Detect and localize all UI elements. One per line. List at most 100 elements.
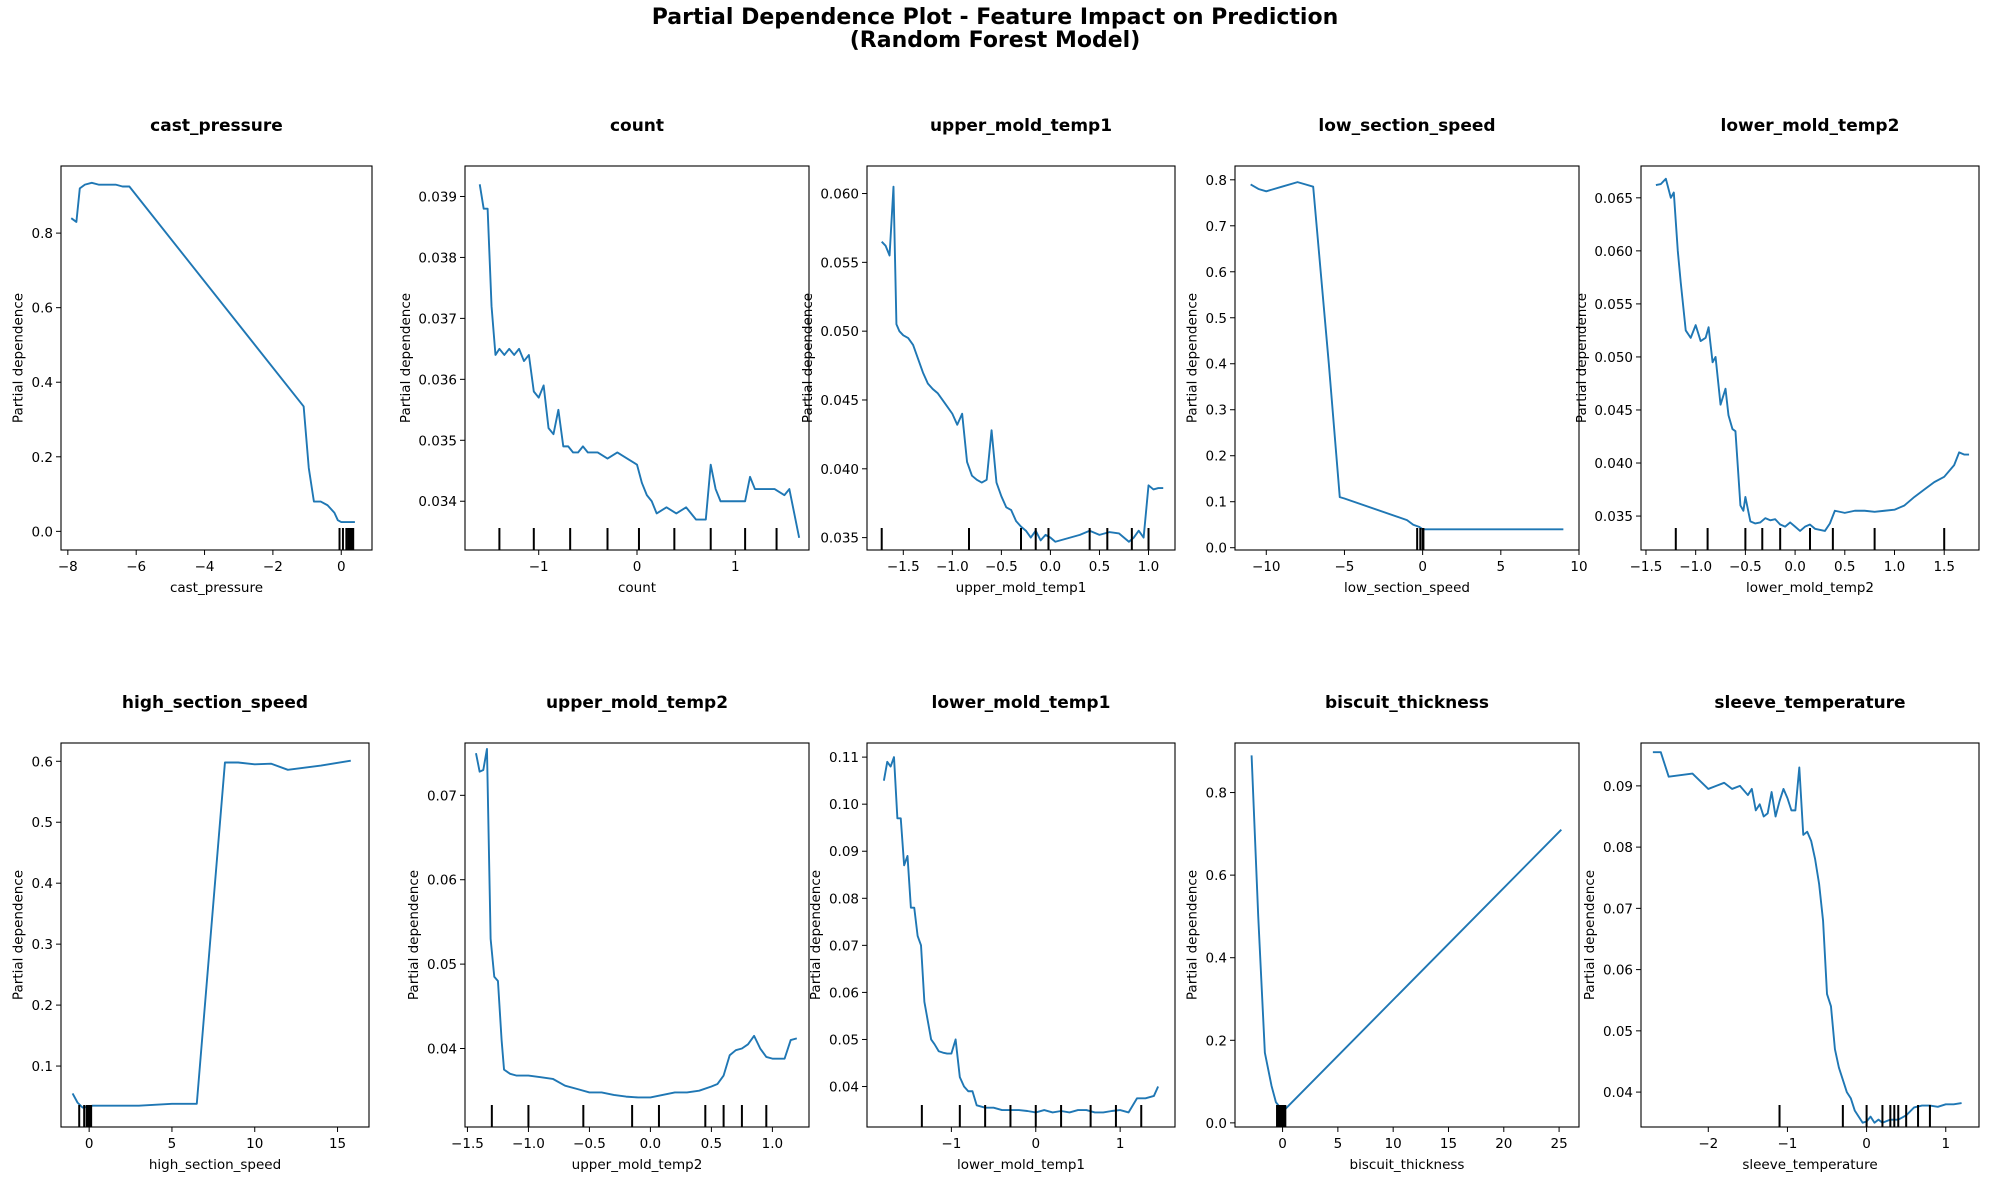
subplot-title: upper_mold_temp1 bbox=[930, 116, 1112, 136]
y-tick-label: 0.07 bbox=[1603, 901, 1633, 917]
x-tick-label: −2 bbox=[1698, 1136, 1718, 1152]
x-tick-label: −1.5 bbox=[887, 559, 920, 575]
x-tick-label: 10 bbox=[246, 1136, 263, 1152]
x-tick-label: 0.5 bbox=[1834, 559, 1855, 575]
y-tick-label: 0.6 bbox=[32, 301, 53, 317]
y-tick-label: 0.037 bbox=[418, 311, 457, 327]
y-tick-label: 0.05 bbox=[829, 1032, 859, 1048]
subplot-biscuit_thickness: biscuit_thickness 0 5 10 15 20 25 0.0 0.2 0.4 0.6 0… bbox=[1184, 693, 1580, 1173]
y-tick-label: 0.07 bbox=[427, 788, 457, 804]
y-tick-label: 0.06 bbox=[829, 985, 859, 1001]
y-tick-label: 0.6 bbox=[32, 754, 53, 770]
x-tick-label: −1.0 bbox=[512, 1136, 545, 1152]
x-tick-label: −8 bbox=[58, 559, 78, 575]
x-tick-label: −10 bbox=[1252, 559, 1281, 575]
subplot-title: sleeve_temperature bbox=[1714, 693, 1905, 713]
figure-title: Partial Dependence Plot - Feature Impact… bbox=[0, 6, 1990, 52]
x-tick-label: 15 bbox=[1440, 1136, 1457, 1152]
y-tick-label: 0.2 bbox=[32, 450, 53, 466]
y-axis-label: Partial dependence bbox=[10, 293, 26, 423]
y-tick-label: 0.0 bbox=[1206, 1116, 1227, 1132]
y-tick-label: 0.045 bbox=[820, 393, 859, 409]
subplot-title: low_section_speed bbox=[1318, 116, 1495, 136]
subplot-upper_mold_temp1: upper_mold_temp1 −1.5 −1.0 −0.5 0.0 0.5 1.0 0.0… bbox=[800, 116, 1176, 596]
x-tick-label: 10 bbox=[1570, 559, 1587, 575]
x-tick-label: 5 bbox=[1334, 1136, 1343, 1152]
y-tick-label: 0.045 bbox=[1594, 403, 1633, 419]
y-axis-label: Partial dependence bbox=[1574, 293, 1590, 423]
y-tick-label: 0.4 bbox=[1206, 357, 1227, 373]
y-tick-label: 0.4 bbox=[32, 375, 53, 391]
x-tick-label: 1.0 bbox=[762, 1136, 783, 1152]
y-tick-label: 0.4 bbox=[1206, 951, 1227, 967]
pd-line bbox=[882, 756, 1159, 1114]
x-tick-label: −1 bbox=[529, 559, 549, 575]
figure-title-line2: (Random Forest Model) bbox=[849, 28, 1141, 53]
subplot-title: lower_mold_temp2 bbox=[1721, 116, 1900, 136]
x-tick-label: 1 bbox=[1116, 1136, 1125, 1152]
figure-title-line1: Partial Dependence Plot - Feature Impact… bbox=[651, 5, 1339, 30]
x-tick-label: 1.0 bbox=[1884, 559, 1905, 575]
y-tick-label: 0.036 bbox=[418, 372, 457, 388]
x-axis-label: lower_mold_temp1 bbox=[957, 1157, 1085, 1173]
x-tick-label: 10 bbox=[1385, 1136, 1402, 1152]
y-tick-label: 0.060 bbox=[1594, 244, 1633, 260]
y-tick-label: 0.2 bbox=[32, 998, 53, 1014]
x-tick-label: 0 bbox=[1418, 559, 1427, 575]
x-tick-label: 0.5 bbox=[701, 1136, 722, 1152]
x-tick-label: 5 bbox=[1497, 559, 1506, 575]
x-tick-label: 0.0 bbox=[1040, 559, 1061, 575]
axes-frame bbox=[1640, 742, 1980, 1128]
subplot-title: high_section_speed bbox=[122, 693, 308, 713]
axes-frame bbox=[60, 165, 373, 551]
x-axis-label: cast_pressure bbox=[170, 580, 263, 596]
x-axis-label: low_section_speed bbox=[1344, 580, 1470, 596]
y-tick-label: 0.5 bbox=[32, 815, 53, 831]
subplot-sleeve_temperature: sleeve_temperature −2 −1 0 1 0.04 0.05 0.06 0.07… bbox=[1582, 693, 1980, 1173]
subplot-title: count bbox=[610, 116, 664, 136]
x-axis-label: biscuit_thickness bbox=[1350, 1157, 1465, 1173]
y-tick-label: 0.8 bbox=[1206, 173, 1227, 189]
pd-line bbox=[1652, 751, 1962, 1124]
y-tick-label: 0.08 bbox=[829, 891, 859, 907]
y-tick-label: 0.035 bbox=[1594, 509, 1633, 525]
y-tick-label: 0.060 bbox=[820, 187, 859, 203]
x-axis-label: high_section_speed bbox=[149, 1157, 281, 1173]
x-tick-label: 0.0 bbox=[1784, 559, 1805, 575]
y-tick-label: 0.039 bbox=[418, 189, 457, 205]
x-tick-label: 25 bbox=[1550, 1136, 1567, 1152]
subplot-title: lower_mold_temp1 bbox=[932, 693, 1111, 713]
y-tick-label: 0.050 bbox=[820, 324, 859, 340]
y-tick-label: 0.050 bbox=[1594, 350, 1633, 366]
y-tick-label: 0.4 bbox=[32, 876, 53, 892]
subplot-lower_mold_temp2: lower_mold_temp2 −1.5 −1.0 −0.5 0.0 0.5 1.0 1.5… bbox=[1574, 116, 1980, 596]
x-tick-label: −2 bbox=[263, 559, 283, 575]
y-tick-label: 0.09 bbox=[1603, 779, 1633, 795]
subplot-upper_mold_temp2: upper_mold_temp2 −1.5 −1.0 −0.5 0.0 0.5 1.0 0.0… bbox=[406, 693, 810, 1173]
axes-frame bbox=[464, 742, 810, 1128]
y-tick-label: 0.04 bbox=[1603, 1085, 1633, 1101]
subplot-cast_pressure: cast_pressure −8 −6 −4 −2 0 0.0 0.2 0.4 0.6 0.8 cas… bbox=[10, 116, 373, 596]
y-tick-label: 0.0 bbox=[1206, 541, 1227, 557]
pd-line bbox=[71, 759, 351, 1109]
pd-line bbox=[478, 184, 801, 538]
pd-line bbox=[475, 747, 798, 1099]
x-tick-label: 15 bbox=[329, 1136, 346, 1152]
y-tick-label: 0.1 bbox=[1206, 495, 1227, 511]
y-tick-label: 0.055 bbox=[820, 255, 859, 271]
y-tick-label: 0.8 bbox=[32, 226, 53, 242]
x-tick-label: −1.0 bbox=[936, 559, 969, 575]
axes-frame bbox=[866, 165, 1176, 551]
x-tick-label: −0.5 bbox=[1729, 559, 1762, 575]
y-tick-label: 0.8 bbox=[1206, 786, 1227, 802]
y-tick-label: 0.05 bbox=[1603, 1024, 1633, 1040]
pd-line bbox=[70, 181, 355, 523]
subplot-title: biscuit_thickness bbox=[1325, 693, 1489, 713]
x-axis-label: lower_mold_temp2 bbox=[1746, 580, 1874, 596]
subplot-title: upper_mold_temp2 bbox=[546, 693, 728, 713]
y-tick-label: 0.04 bbox=[829, 1080, 859, 1096]
y-tick-label: 0.06 bbox=[1603, 963, 1633, 979]
subplot-high_section_speed: high_section_speed 0 5 10 15 0.1 0.2 0.3 0.4 0.5 0… bbox=[10, 693, 370, 1173]
y-axis-label: Partial dependence bbox=[398, 293, 414, 423]
pd-line bbox=[881, 185, 1164, 543]
